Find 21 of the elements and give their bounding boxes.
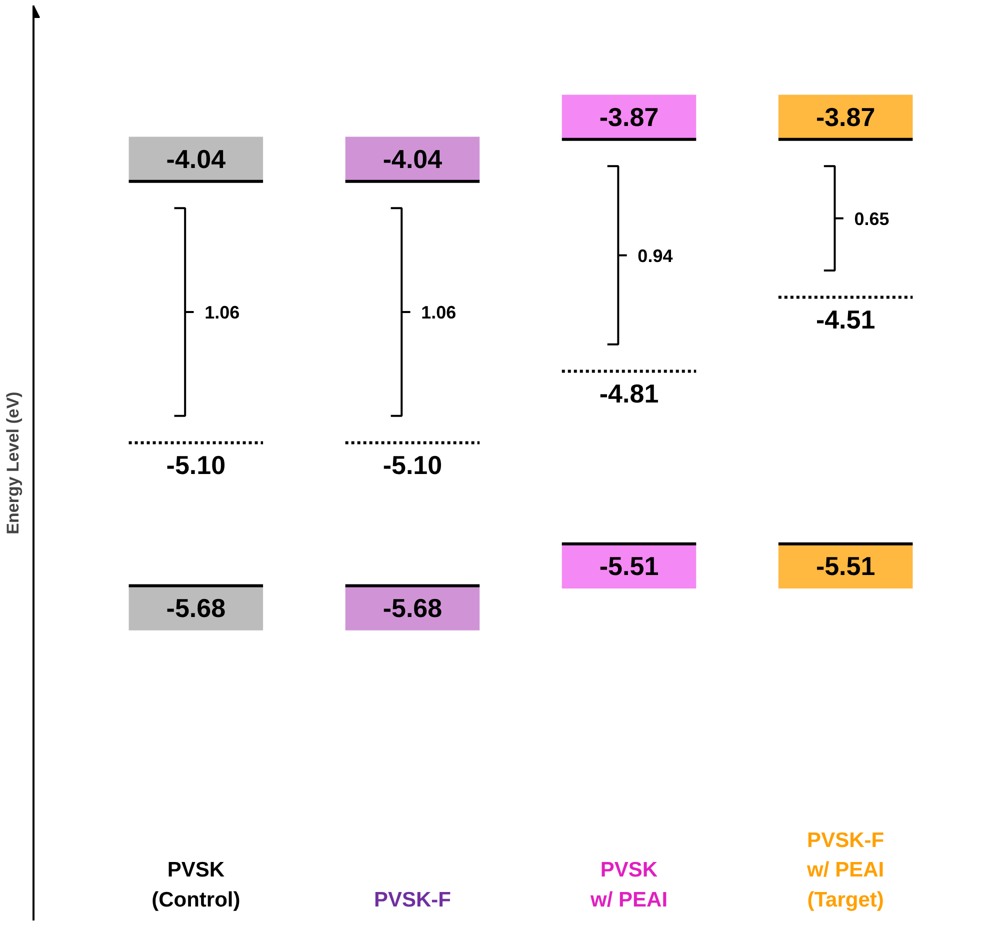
data-label: -5.51 [599,551,659,582]
data-label: -3.87 [816,102,876,132]
data-label: -5.51 [816,551,876,582]
data-label: -4.04 [166,144,226,174]
data-label: -4.81 [599,378,659,409]
data-label: -5.10 [166,450,226,480]
data-label: -4.51 [816,304,876,335]
category-label: PVSK w/ PEAI [590,858,668,912]
data-label: -5.68 [166,593,226,624]
data-label: -3.87 [599,102,659,132]
category-label: PVSK (Control) [152,858,240,912]
text: Energy Level (eV) [4,392,22,534]
text: 0.65 [854,208,890,229]
text: 1.06 [421,302,456,323]
data-label: -5.68 [382,593,442,624]
category-label: PVSK-F w/ PEAI (Target) [806,828,884,912]
category-label: PVSK-F [374,888,452,912]
data-label: -5.10 [382,450,442,480]
text: 0.94 [638,246,673,266]
text: 1.06 [204,302,240,323]
data-label: -4.04 [382,144,443,174]
